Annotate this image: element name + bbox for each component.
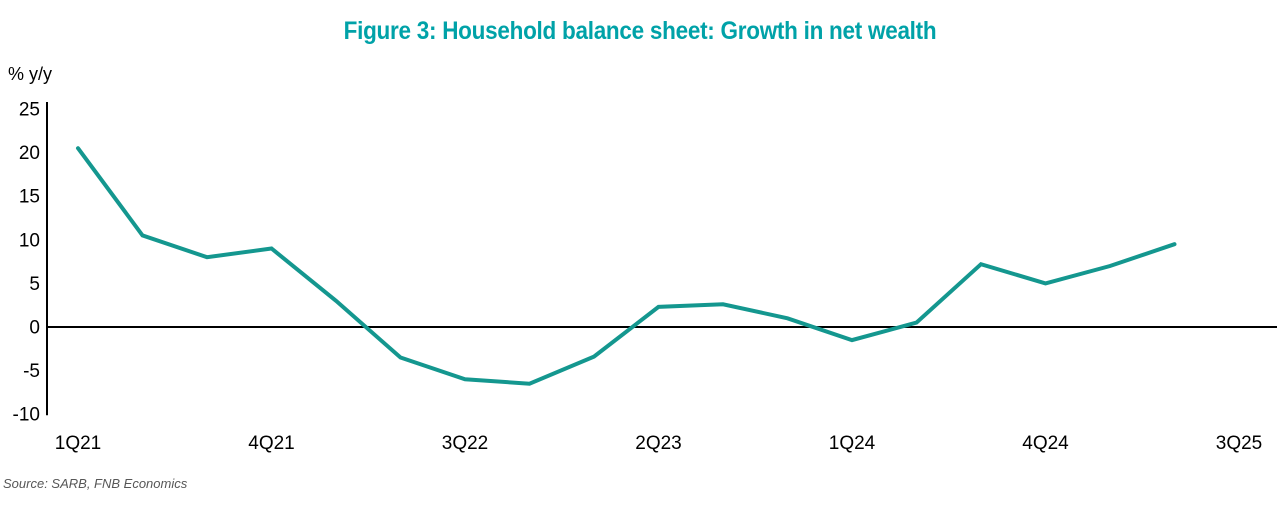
y-tick-label: 15 [19,187,40,208]
net-wealth-growth-line [76,146,1177,386]
x-tick-label: 4Q21 [248,433,294,454]
y-tick-label: -10 [13,405,40,426]
x-tick-label: 3Q22 [442,433,488,454]
y-tick-label: 10 [19,230,40,251]
x-tick-label: 1Q24 [829,433,876,454]
y-tick-label: 20 [19,143,40,164]
x-tick-label: 1Q21 [55,433,101,454]
x-tick-label: 3Q25 [1216,433,1262,454]
y-tick-label: 5 [29,274,40,295]
x-tick-label: 2Q23 [635,433,681,454]
chart-title: Figure 3: Household balance sheet: Growt… [343,17,937,45]
x-tick-label: 4Q24 [1022,433,1069,454]
y-tick-label: -5 [23,361,40,382]
y-tick-label: 25 [19,100,40,121]
y-tick-label: 0 [29,318,40,339]
y-axis-unit-label: % y/y [8,64,53,84]
source-note: Source: SARB, FNB Economics [3,476,188,491]
